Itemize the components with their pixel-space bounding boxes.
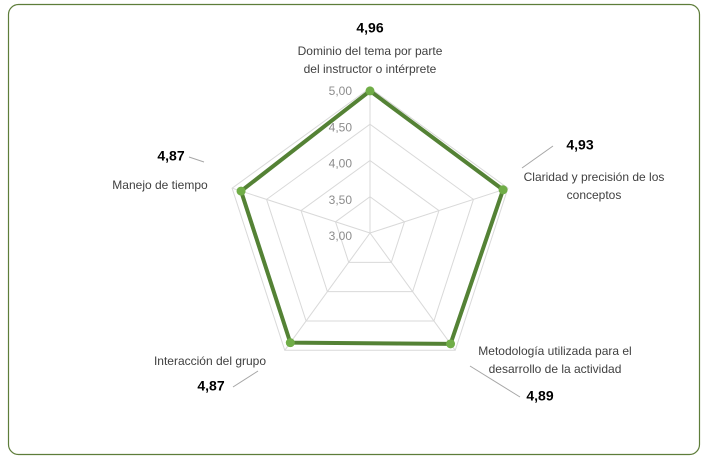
value-label: 4,87 <box>197 378 224 394</box>
grid-ring <box>334 196 406 263</box>
grid-ring <box>300 159 440 293</box>
leader-line <box>469 365 521 398</box>
category-label: conceptos <box>567 188 622 202</box>
category-label: Claridad y precisión de los <box>524 170 665 184</box>
tick-label: 3,50 <box>329 193 353 207</box>
value-label: 4,87 <box>157 148 184 164</box>
data-line <box>239 88 506 346</box>
category-label: Metodología utilizada para el <box>478 344 631 358</box>
tick-label: 4,00 <box>329 157 353 171</box>
category-label: Interacción del grupo <box>154 354 266 368</box>
spoke <box>369 232 456 351</box>
data-point <box>285 338 295 348</box>
category-label: desarrollo de la actividad <box>489 362 622 376</box>
chart-frame <box>7 3 701 456</box>
category-label: Dominio del tema por parte <box>298 44 443 58</box>
grid-ring <box>265 123 475 322</box>
data-point <box>498 185 508 195</box>
leader-line <box>232 370 259 388</box>
value-label: 4,96 <box>356 20 383 36</box>
data-point <box>236 186 246 196</box>
category-label: del instructor o intérprete <box>304 62 437 76</box>
leader-line <box>521 145 554 169</box>
spoke <box>369 187 509 234</box>
tick-label: 4,50 <box>329 120 353 134</box>
spoke <box>231 187 371 234</box>
category-label: Manejo de tiempo <box>112 178 208 192</box>
data-point <box>446 339 456 349</box>
spoke <box>284 232 371 351</box>
leader-line <box>188 156 205 163</box>
grid-ring <box>231 87 509 351</box>
tick-label: 5,00 <box>329 84 353 98</box>
data-point <box>365 86 375 96</box>
tick-label: 3,00 <box>329 229 353 243</box>
value-label: 4,93 <box>566 137 593 153</box>
value-label: 4,89 <box>526 388 553 404</box>
